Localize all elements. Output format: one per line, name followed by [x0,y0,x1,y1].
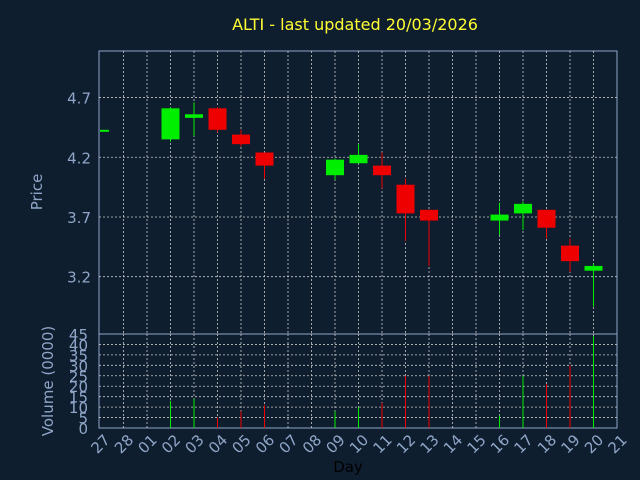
x-tick-label: 20 [581,431,607,457]
x-tick-label: 04 [205,431,231,457]
x-tick-label: 06 [252,431,278,457]
x-axis-label: Day [333,458,363,476]
x-tick-label: 15 [464,431,490,457]
price-tick-label: 3.7 [67,209,91,227]
candle-body [490,214,509,221]
x-tick-label: 07 [276,431,302,457]
candle-body [537,209,556,228]
x-tick-label: 03 [182,431,208,457]
x-tick-label: 12 [393,431,419,457]
candle-body [561,245,579,262]
x-tick-label: 19 [558,431,584,457]
price-axis-label: Price [28,174,46,211]
volume-tick-label: 45 [69,326,88,344]
x-tick-label: 16 [487,431,513,457]
candle-body [185,114,203,118]
x-tick-label: 08 [299,431,325,457]
candle-body [161,108,180,140]
x-tick-label: 11 [370,431,396,457]
candle-body [208,108,227,130]
volume-tick-label: 20 [69,378,88,396]
volume-tick-label: 35 [69,347,88,365]
x-tick-label: 28 [111,431,137,457]
candle-body [326,159,344,176]
volume-tick-label: 25 [69,368,88,386]
x-tick-label: 10 [346,431,372,457]
volume-tick-label: 10 [69,399,88,417]
x-tick-label: 14 [440,431,466,457]
volume-tick-label: 40 [69,336,88,354]
candle-body [396,184,415,214]
x-tick-label: 13 [417,431,443,457]
volume-tick-label: 15 [69,389,88,407]
price-tick-label: 4.7 [67,90,91,108]
volume-tick-label: 5 [78,410,88,428]
volume-axis-label: Volume (0000) [39,326,57,436]
chart-title: ALTI - last updated 20/03/2026 [232,15,478,34]
candle-body [349,154,368,164]
volume-tick-label: 30 [69,357,88,375]
price-tick-label: 4.2 [67,149,91,167]
candle-body [255,152,274,166]
marks-layer [100,102,603,428]
x-tick-label: 17 [511,431,537,457]
x-tick-label: 21 [605,431,631,457]
candle-body [514,203,532,214]
x-tick-label: 02 [158,431,184,457]
candle-body [420,209,438,221]
volume-tick-label: 0 [78,420,88,438]
grid-layer [98,50,618,429]
x-tick-label: 18 [534,431,560,457]
price-panel-frame [98,50,618,335]
candle-body [100,129,109,132]
price-tick-label: 3.2 [67,269,91,287]
x-tick-label: 01 [135,431,161,457]
candle-body [584,265,603,271]
x-tick-label: 27 [88,431,114,457]
candle-body [373,165,391,176]
x-tick-label: 05 [229,431,255,457]
candle-body [232,134,250,145]
x-tick-label: 09 [323,431,349,457]
